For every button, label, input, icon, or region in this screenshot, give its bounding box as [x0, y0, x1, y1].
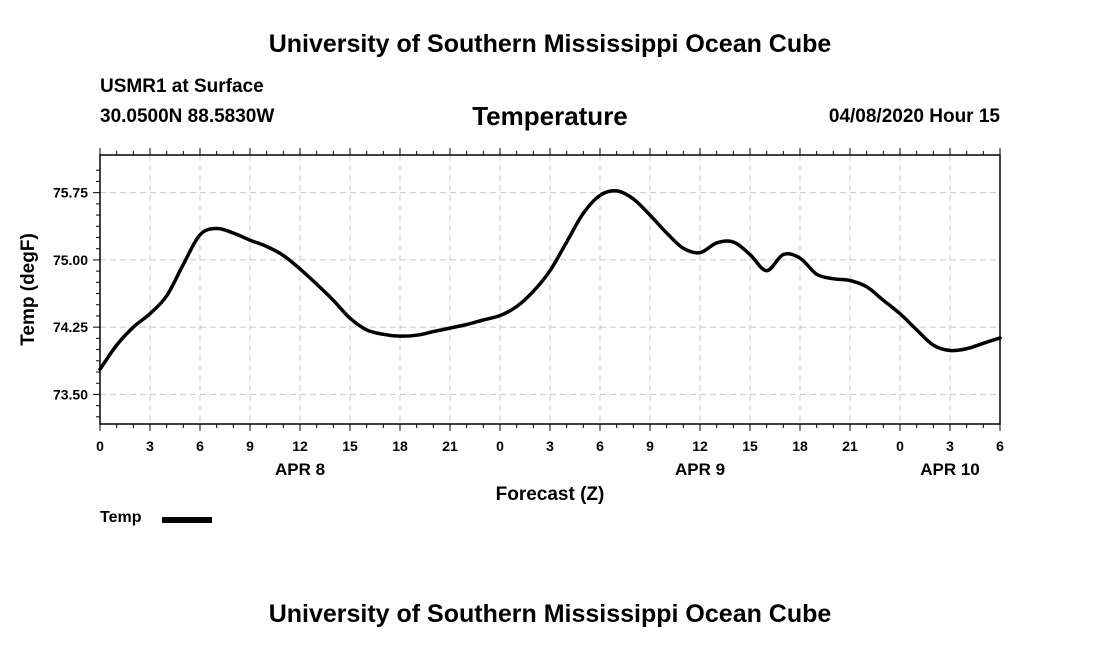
coordinates-label: 30.0500N 88.5830W [100, 106, 275, 127]
station-label: USMR1 at Surface [100, 76, 264, 97]
x-tick-label: 3 [946, 438, 954, 454]
x-tick-label: 21 [442, 438, 458, 454]
x-tick-label: 21 [842, 438, 858, 454]
x-tick-label: 12 [292, 438, 308, 454]
day-label: APR 8 [275, 460, 325, 479]
y-tick-label: 75.00 [53, 252, 88, 268]
x-tick-label: 18 [392, 438, 408, 454]
y-tick-label: 74.25 [53, 319, 88, 335]
x-tick-label: 0 [496, 438, 504, 454]
x-tick-label: 0 [96, 438, 104, 454]
y-axis-title: Temp (degF) [18, 233, 39, 346]
x-tick-label: 15 [742, 438, 758, 454]
x-tick-label: 9 [646, 438, 654, 454]
day-label: APR 9 [675, 460, 725, 479]
x-tick-label: 3 [146, 438, 154, 454]
series-line-temp [98, 189, 1002, 372]
x-tick-label: 3 [546, 438, 554, 454]
y-tick-label: 75.75 [53, 185, 88, 201]
x-axis-title: Forecast (Z) [496, 484, 605, 505]
x-tick-label: 12 [692, 438, 708, 454]
legend-swatch [162, 517, 212, 523]
forecast-datetime: 04/08/2020 Hour 15 [828, 106, 1000, 127]
legend-label: Temp [100, 509, 142, 526]
x-tick-label: 9 [246, 438, 254, 454]
y-tick-label: 73.50 [53, 386, 88, 402]
footer-title: University of Southern Mississippi Ocean… [268, 600, 832, 628]
x-tick-label: 6 [196, 438, 204, 454]
x-tick-label: 6 [996, 438, 1004, 454]
x-tick-label: 18 [792, 438, 808, 454]
chart-title: Temperature [472, 101, 628, 131]
page-title: University of Southern Mississippi Ocean… [268, 30, 832, 58]
x-tick-label: 6 [596, 438, 604, 454]
x-tick-label: 15 [342, 438, 358, 454]
day-label: APR 10 [920, 460, 980, 479]
x-tick-label: 0 [896, 438, 904, 454]
